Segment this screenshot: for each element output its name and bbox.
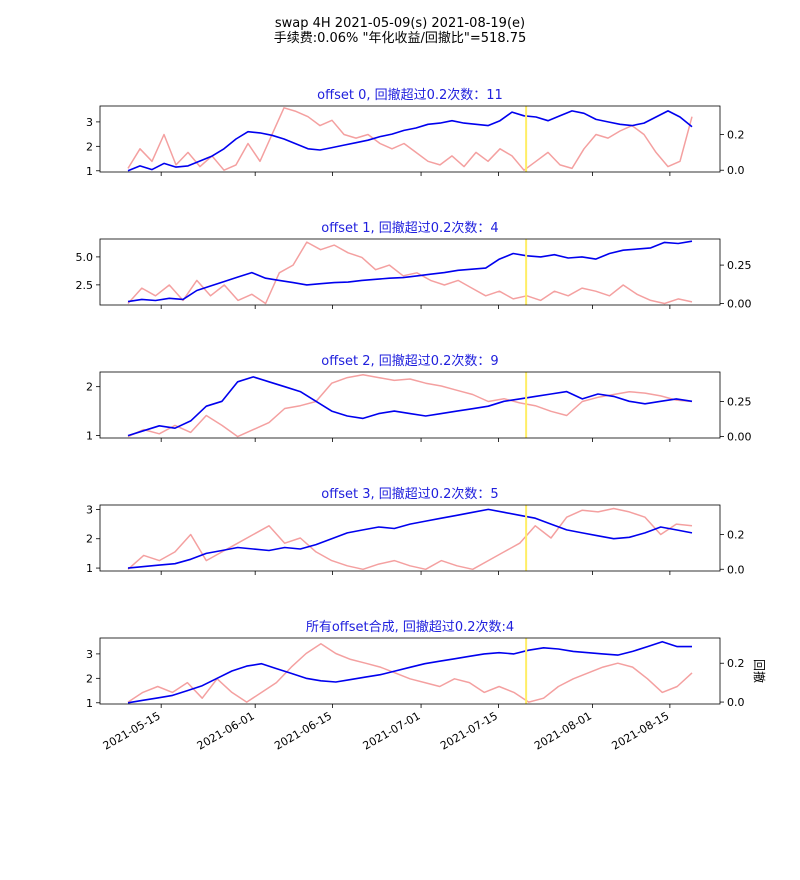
- left-tick-label: 5.0: [76, 251, 94, 264]
- right-tick-label: 0.2: [727, 529, 745, 542]
- equity-curve: [127, 240, 693, 303]
- left-tick-label: 3: [86, 648, 93, 661]
- plot-frame: [99, 637, 721, 705]
- figure-title-line1: swap 4H 2021-05-09(s) 2021-08-19(e): [275, 16, 525, 31]
- right-tick-label: 0.0: [727, 563, 745, 576]
- left-tick-label: 1: [86, 430, 93, 443]
- drawdown-curve: [127, 374, 693, 438]
- left-tick-label: 2: [86, 533, 93, 546]
- left-tick-label: 1: [86, 562, 93, 575]
- plot-frame: [99, 105, 721, 173]
- subplot-2: offset 2, 回撤超过0.2次数：9 1 2 0.00 0.25: [86, 353, 752, 444]
- plot-frame: [99, 238, 721, 306]
- subplot-title: offset 2, 回撤超过0.2次数：9: [321, 353, 498, 369]
- equity-curve: [127, 376, 693, 437]
- right-tick-label: 0.2: [727, 129, 745, 142]
- equity-curve: [127, 640, 692, 704]
- drawdown-curve: [127, 107, 693, 171]
- drawdown-curve: [127, 643, 693, 703]
- plot-frame: [99, 371, 721, 439]
- left-tick-label: 2: [86, 672, 93, 685]
- left-tick-label: 1: [86, 165, 93, 178]
- right-tick-label: 0.25: [727, 259, 752, 272]
- right-tick-label: 0.25: [727, 395, 752, 408]
- subplot-title: offset 3, 回撤超过0.2次数：5: [321, 486, 498, 502]
- right-tick-label: 0.2: [727, 657, 745, 670]
- left-tick-label: 2.5: [76, 279, 94, 292]
- subplot-1: offset 1, 回撤超过0.2次数：4 2.5 5.0 0.00 0.25: [76, 220, 752, 310]
- equity-curve: [127, 110, 693, 172]
- left-tick-label: 3: [86, 503, 93, 516]
- subplot-3: offset 3, 回撤超过0.2次数：5 1 2 3 0.0 0.2: [86, 486, 745, 576]
- drawdown-curve: [127, 507, 693, 571]
- left-tick-label: 3: [86, 116, 93, 129]
- subplot-title: offset 1, 回撤超过0.2次数：4: [321, 220, 498, 236]
- plot-frame: [99, 504, 721, 572]
- left-tick-label: 2: [86, 140, 93, 153]
- right-axis-label: 回撤: [752, 659, 767, 683]
- subplot-0: offset 0, 回撤超过0.2次数：11 1 2 3 0.0 0.2: [86, 87, 745, 178]
- right-tick-label: 0.0: [727, 164, 745, 177]
- right-tick-label: 0.00: [727, 297, 752, 310]
- left-tick-label: 1: [86, 697, 93, 710]
- subplot-title: 所有offset合成, 回撤超过0.2次数:4: [306, 619, 514, 635]
- equity-curve: [127, 508, 693, 569]
- left-tick-label: 2: [86, 381, 93, 394]
- drawdown-curve: [127, 241, 693, 305]
- right-tick-label: 0.00: [727, 431, 752, 444]
- figure-title-line2: 手续费:0.06% "年化收益/回撤比"=518.75: [274, 30, 527, 46]
- subplot-title: offset 0, 回撤超过0.2次数：11: [317, 87, 503, 103]
- right-tick-label: 0.0: [727, 696, 745, 709]
